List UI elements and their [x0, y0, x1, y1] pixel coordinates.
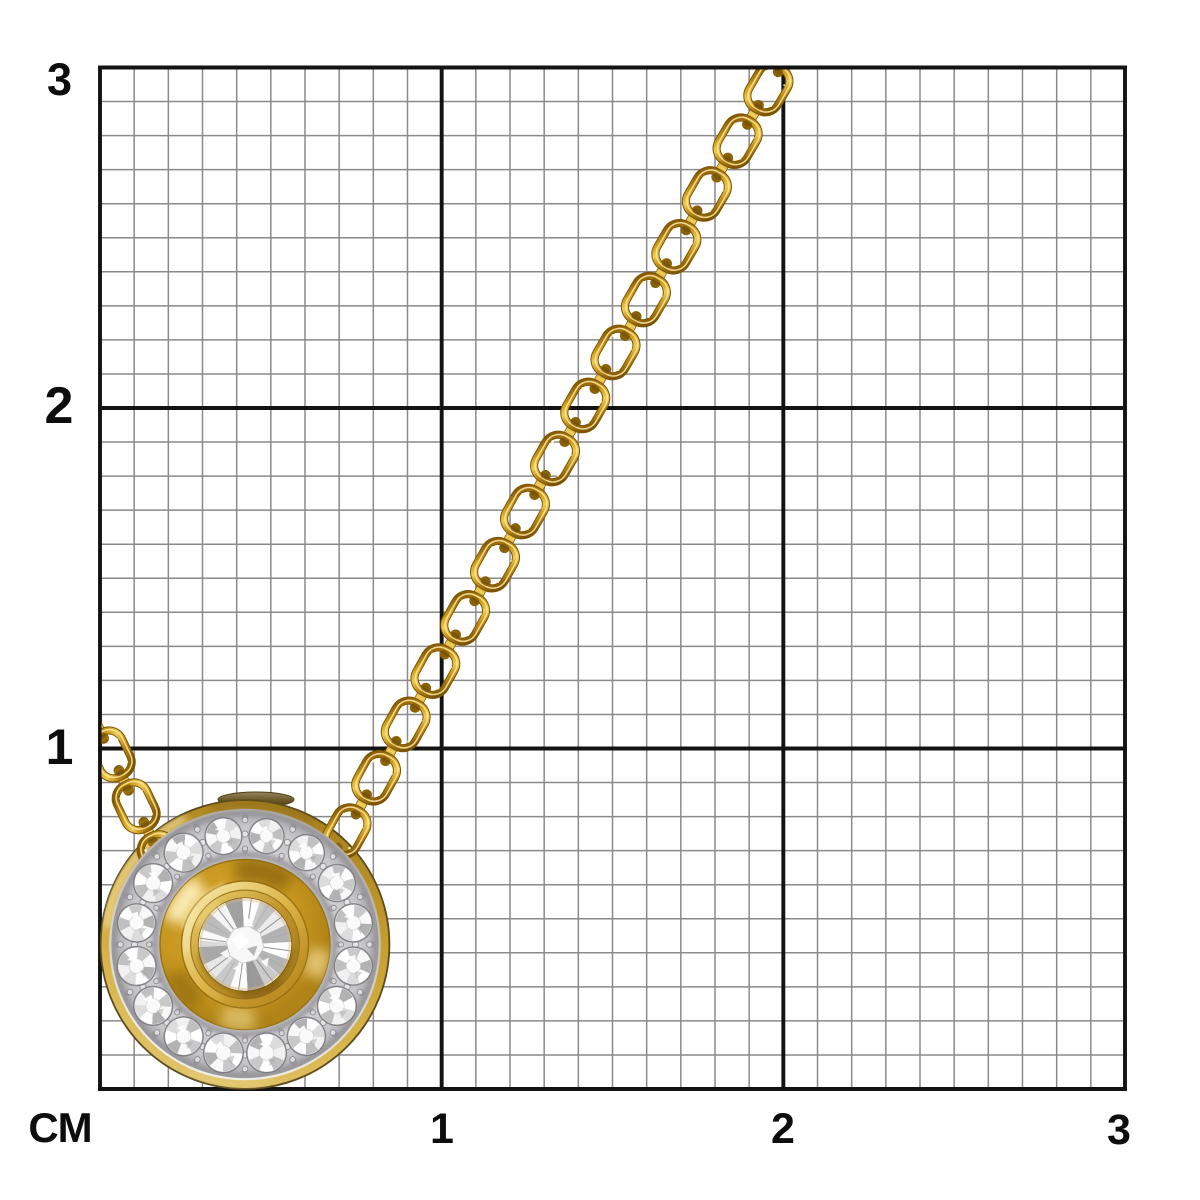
svg-text:1: 1	[430, 1105, 454, 1153]
svg-text:3: 3	[1107, 1106, 1131, 1154]
svg-text:2: 2	[45, 377, 74, 435]
svg-text:CM: CM	[28, 1104, 91, 1151]
svg-text:2: 2	[771, 1105, 795, 1153]
svg-text:3: 3	[47, 54, 72, 105]
svg-text:1: 1	[46, 719, 74, 775]
